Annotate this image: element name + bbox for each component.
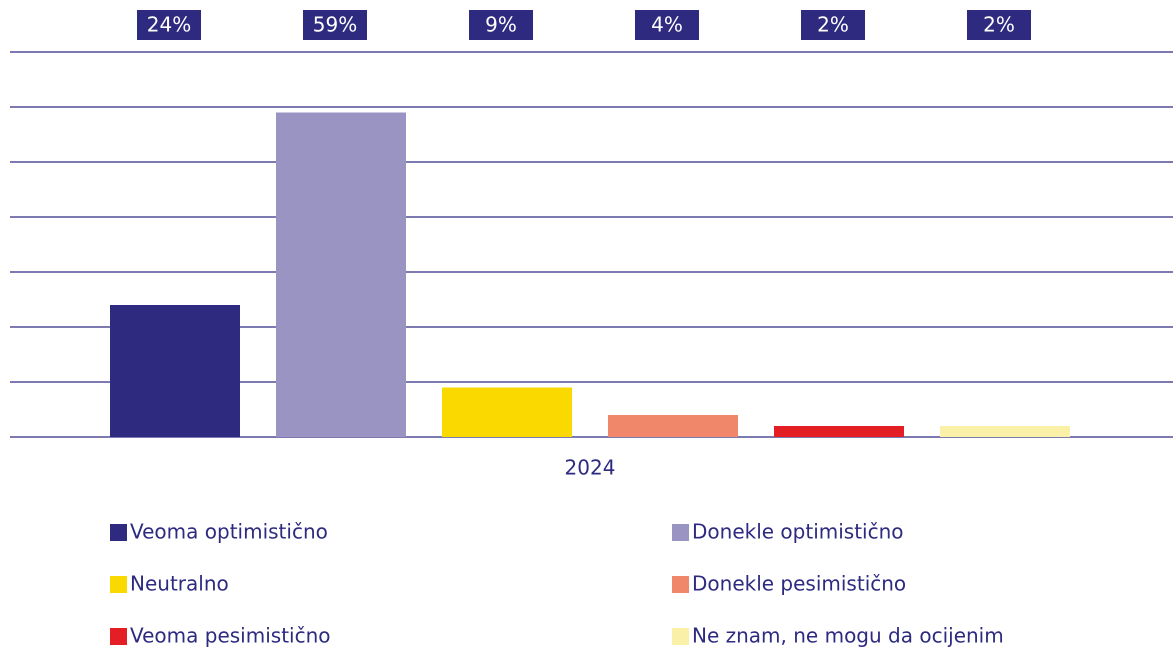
value-label-box: [801, 10, 865, 40]
legend-label: Donekle optimistično: [692, 520, 904, 544]
bar: [608, 415, 738, 437]
value-label: 24%: [147, 13, 191, 37]
bar: [940, 426, 1070, 437]
value-label-box: [303, 10, 367, 40]
legend-label: Donekle pesimistično: [692, 572, 906, 596]
value-label-box: [469, 10, 533, 40]
bar: [110, 305, 240, 437]
value-label-box: [137, 10, 201, 40]
x-tick-label: 2024: [565, 456, 616, 480]
value-label: 59%: [313, 13, 357, 37]
legend-swatch: [110, 576, 127, 593]
legend-label: Veoma pesimistično: [130, 624, 331, 648]
legend-swatch: [110, 628, 127, 645]
legend-label: Neutralno: [130, 572, 229, 596]
bar: [774, 426, 904, 437]
legend-label: Veoma optimistično: [130, 520, 328, 544]
value-label-box: [967, 10, 1031, 40]
value-label-box: [635, 10, 699, 40]
legend-swatch: [110, 524, 127, 541]
legend-swatch: [672, 524, 689, 541]
value-label: 2%: [983, 13, 1015, 37]
value-label: 2%: [817, 13, 849, 37]
value-label: 4%: [651, 13, 683, 37]
legend-swatch: [672, 576, 689, 593]
value-label: 9%: [485, 13, 517, 37]
bar: [276, 112, 406, 437]
legend-swatch: [672, 628, 689, 645]
legend-label: Ne znam, ne mogu da ocijenim: [692, 624, 1004, 648]
bar: [442, 387, 572, 437]
